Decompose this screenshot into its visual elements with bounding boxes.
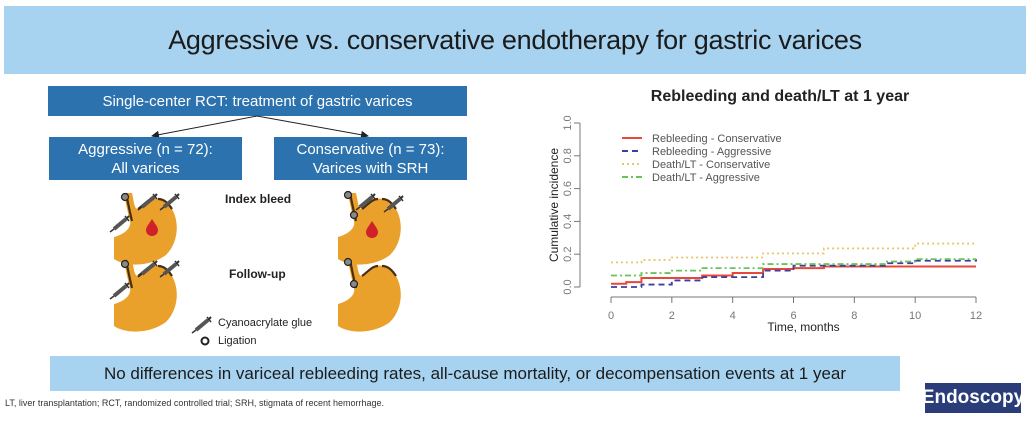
ligation-icon	[120, 192, 130, 202]
stomach-conservative-index	[336, 190, 405, 266]
y-tick-label: 0.8	[562, 148, 574, 163]
ligation-icon	[349, 210, 359, 220]
ligation-icon	[349, 279, 359, 289]
glue-icon	[108, 214, 131, 234]
conclusion-text: No differences in variceal rebleeding ra…	[103, 363, 847, 383]
conservative-arm-line2: Varices with SRH	[312, 159, 429, 177]
stomach-aggressive-followup	[108, 258, 181, 333]
ligation-legend-label: Ligation	[218, 335, 257, 347]
stomach-aggressive-index	[108, 191, 181, 266]
y-tick-label: 0.6	[562, 181, 574, 196]
series-line-1	[611, 265, 976, 285]
page-title: Aggressive vs. conservative endotherapy …	[168, 24, 862, 55]
arrow-left	[151, 115, 258, 139]
arrow-right	[256, 115, 369, 139]
conservative-arm-line1: Conservative (n = 73):	[296, 140, 445, 158]
ligation-icon	[343, 190, 353, 200]
study-box-label: Single-center RCT: treatment of gastric …	[102, 92, 413, 110]
series-line-2	[611, 259, 977, 288]
legend-label: Death/LT - Conservative	[652, 159, 770, 171]
aggressive-arm-line1: Aggressive (n = 72):	[78, 140, 213, 158]
cumulative-incidence-chart: 0.0 0.2 0.4 0.6 0.8 1.0 0 2 4 6 8 10 12 Time, months C…	[547, 115, 982, 334]
aggressive-arm-line2: All varices	[111, 159, 180, 177]
journal-logo: Endoscopy	[921, 383, 1025, 413]
x-axis-label: Time, months	[767, 320, 839, 334]
flow-arrows	[151, 115, 369, 139]
study-box: Single-center RCT: treatment of gastric …	[48, 86, 467, 116]
y-tick-label: 0.0	[562, 279, 574, 294]
conservative-arm-box: Conservative (n = 73): Varices with SRH	[274, 137, 467, 180]
y-tick-label: 0.2	[562, 247, 574, 262]
series-line-4	[611, 258, 976, 277]
title-banner: Aggressive vs. conservative endotherapy …	[4, 6, 1026, 74]
aggressive-arm-box: Aggressive (n = 72): All varices	[49, 137, 242, 180]
glue-icon	[108, 281, 131, 301]
conclusion-banner: No differences in variceal rebleeding ra…	[50, 356, 900, 391]
legend-label: Death/LT - Aggressive	[652, 172, 760, 184]
legend-label: Rebleeding - Conservative	[652, 133, 782, 145]
x-tick-label: 10	[909, 310, 921, 322]
x-tick-label: 2	[669, 310, 675, 322]
follow-up-label: Follow-up	[229, 267, 286, 281]
x-tick-label: 0	[608, 310, 614, 322]
x-tick-label: 8	[851, 310, 857, 322]
ligation-icon	[120, 259, 130, 269]
x-tick-label: 12	[970, 310, 982, 322]
y-tick-label: 0.4	[562, 214, 574, 229]
index-bleed-label: Index bleed	[225, 192, 292, 206]
journal-name: Endoscopy	[921, 387, 1025, 408]
glue-legend-label: Cyanoacrylate glue	[218, 317, 313, 329]
stomach-conservative-followup	[336, 257, 402, 333]
legend-label: Rebleeding - Aggressive	[652, 146, 771, 158]
stomach-illustrations	[108, 190, 405, 346]
y-axis-label: Cumulative incidence	[547, 148, 561, 262]
x-tick-label: 6	[790, 310, 796, 322]
ligation-legend-icon	[200, 336, 210, 346]
glue-legend-icon	[190, 315, 213, 335]
x-tick-label: 4	[730, 310, 736, 322]
chart-title: Rebleeding and death/LT at 1 year	[650, 88, 910, 105]
y-tick-label: 1.0	[562, 115, 574, 130]
footnote: LT, liver transplantation; RCT, randomiz…	[5, 398, 385, 408]
ligation-icon	[343, 257, 353, 267]
